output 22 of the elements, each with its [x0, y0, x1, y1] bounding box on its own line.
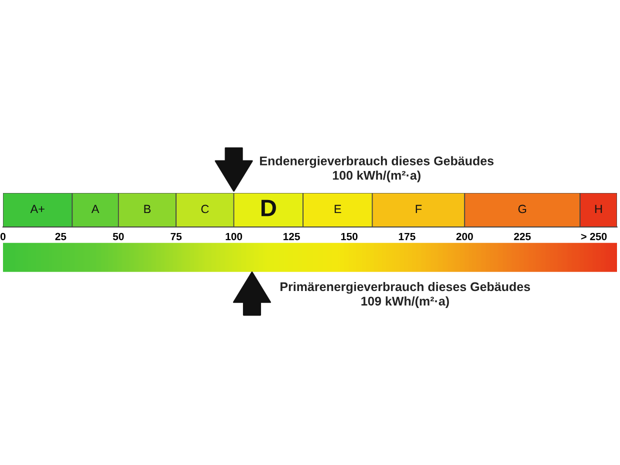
x-tick-label: 125: [284, 232, 300, 240]
x-tick-label: 175: [398, 232, 416, 240]
series-label: A: [91, 204, 100, 214]
x-tick-label: > 250: [581, 232, 607, 240]
x-tick-label: 25: [55, 232, 66, 240]
series-label: D: [262, 200, 276, 216]
series-label: A+: [30, 204, 44, 214]
x-tick-label: 200: [456, 232, 473, 240]
x-tick-label: 50: [112, 232, 124, 240]
x-tick-label: 100: [226, 232, 242, 240]
series-label: H: [595, 204, 602, 214]
series-label: G: [518, 204, 526, 214]
series-label: C: [201, 204, 209, 214]
text: Primärenergieverbrauch dieses Gebäudes 109 kWh/(m²·a): [280, 282, 530, 308]
x-tick-label: 75: [170, 232, 182, 240]
series-label: F: [416, 204, 422, 214]
x-tick-label: 0: [0, 232, 6, 240]
series-label: B: [144, 204, 151, 214]
x-tick-label: 225: [514, 232, 531, 240]
series-label: E: [334, 204, 342, 214]
x-tick-label: 150: [341, 232, 358, 240]
annotation: Endenergieverbrauch dieses Gebäudes 100 kWh/(m²·a): [260, 156, 494, 182]
